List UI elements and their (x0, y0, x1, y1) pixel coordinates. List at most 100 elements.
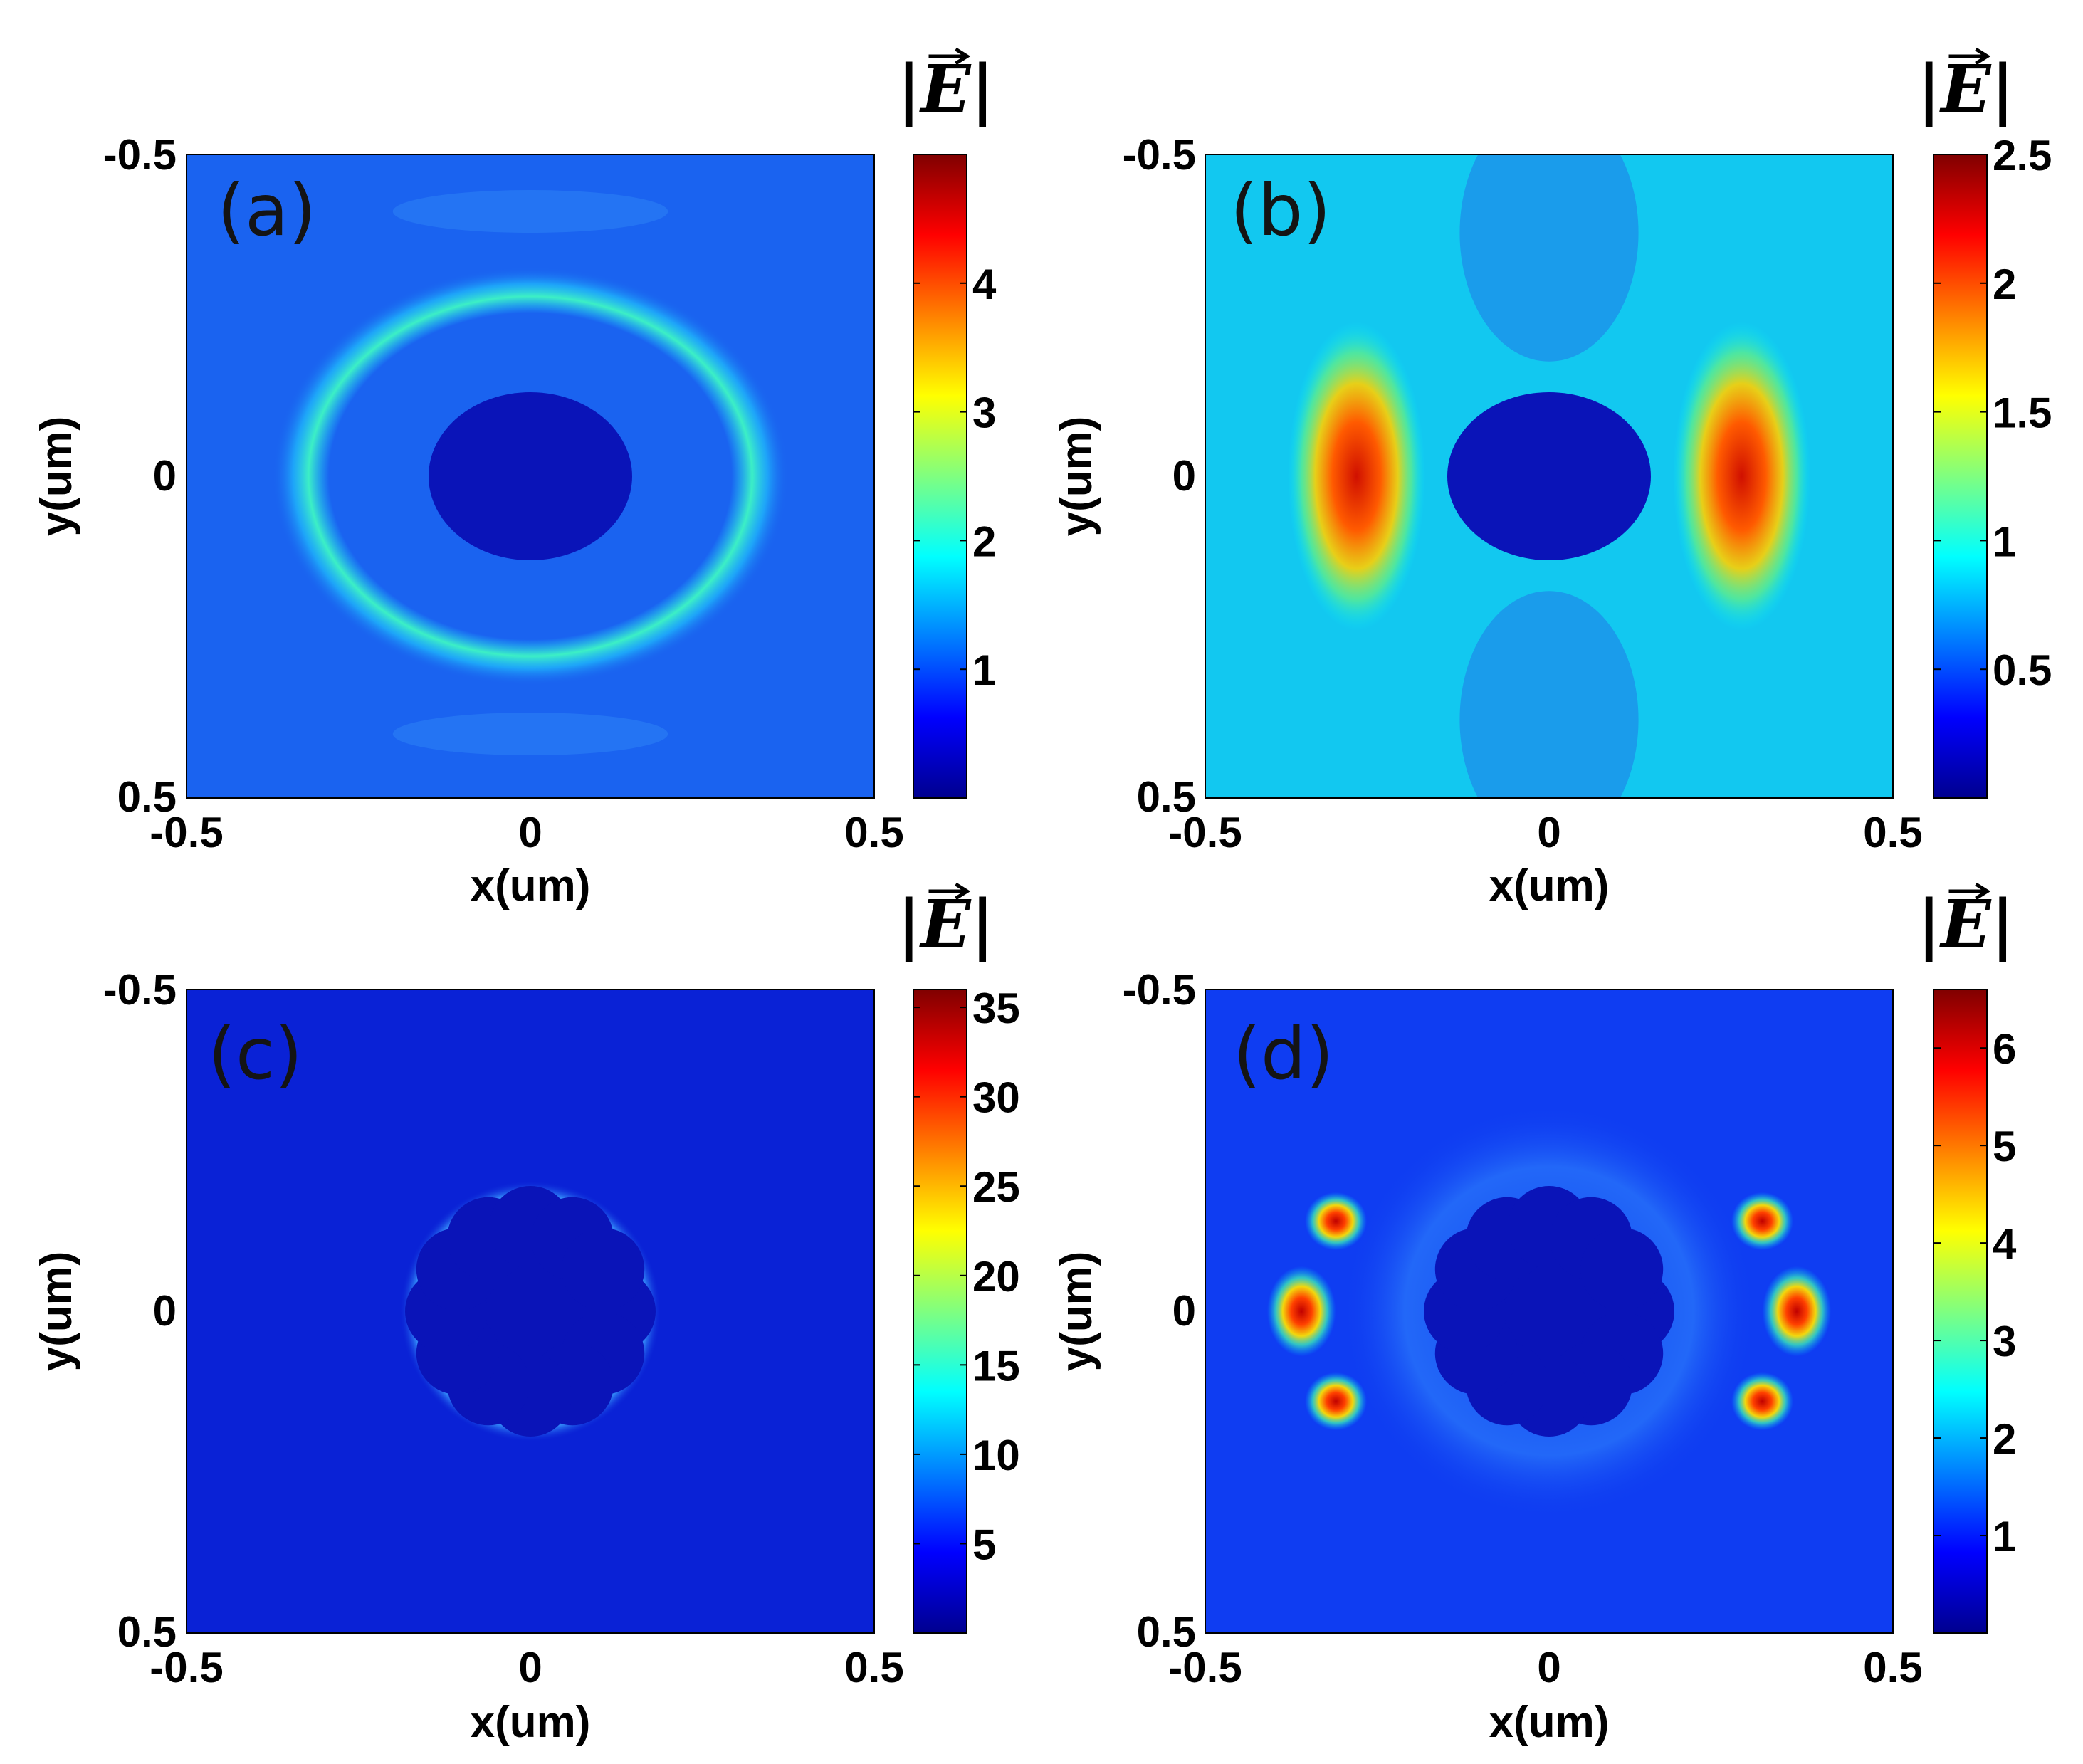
panel-c-xtick-left: -0.5 (149, 1644, 223, 1691)
colorbar-tick-label: 25 (972, 1163, 1020, 1211)
panel-b-colorbar: 0.5 1 1.5 2 2.5 |E| (1917, 47, 2052, 799)
particle (429, 392, 632, 560)
hotspot-left (1287, 322, 1426, 631)
panel-a-frame (186, 154, 875, 799)
panel-c-label: (c) (208, 1012, 303, 1096)
colorbar-tick-label: 10 (972, 1432, 1020, 1479)
panel-a-xtick-mid: 0 (518, 809, 542, 856)
hotspot (1731, 1192, 1793, 1251)
colorbar-tick-label: 6 (1993, 1025, 2016, 1073)
panel-b-field (1205, 154, 1893, 798)
panel-d-frame (1205, 989, 1894, 1634)
field-shadow (1459, 154, 1639, 362)
vector-arrowhead-icon (1975, 47, 1991, 65)
panel-d-field (1205, 989, 1893, 1633)
colorbar-tick-label: 2 (972, 518, 996, 565)
colorbar-tick-label: 1 (1993, 1513, 2016, 1560)
panel-b-xtick-mid: 0 (1537, 809, 1560, 856)
colorbar-tick-label: 4 (972, 261, 997, 308)
field-band (392, 713, 668, 755)
panel-b-label: (b) (1230, 169, 1331, 252)
panel-b-xtick-left: -0.5 (1168, 809, 1242, 856)
panel-c-ytick-top: -0.5 (103, 966, 177, 1014)
panel-b-ytick-top: -0.5 (1123, 131, 1196, 179)
panel-c-xtick-mid: 0 (518, 1644, 542, 1691)
panel-a-colorbar: 1 2 3 4 |E| (897, 47, 997, 799)
colorbar-tick-label: 2 (1993, 261, 2016, 308)
panel-c-ytick-mid: 0 (153, 1287, 177, 1335)
colorbar-tick-label: 35 (972, 985, 1020, 1032)
panel-c-colorbar: 5 10 15 20 25 30 35 |E| (897, 882, 1020, 1634)
panel-b-ytick-bot: 0.5 (1137, 773, 1196, 821)
panel-a-field (187, 154, 874, 798)
panel-b-ylabel: y(um) (1052, 416, 1101, 537)
panel-a-ylabel: y(um) (32, 416, 81, 537)
colorbar-tick-label: 1 (1993, 518, 2016, 565)
particle-lobe (1580, 1228, 1664, 1311)
colorbar-gradient (913, 154, 967, 799)
colorbar-gradient (1933, 989, 1988, 1634)
vector-arrowhead-icon (955, 882, 971, 901)
colorbar-gradient (1933, 154, 1988, 799)
hotspot (1305, 1192, 1368, 1251)
hotspot (1266, 1266, 1336, 1357)
panel-d-ytick-mid: 0 (1172, 1287, 1196, 1335)
colorbar-tick-label: 5 (972, 1521, 996, 1568)
panel-a-label: (a) (217, 169, 316, 252)
hotspot (1305, 1372, 1368, 1431)
hotspot-right (1672, 322, 1811, 631)
panel-c-ylabel: y(um) (32, 1251, 81, 1372)
colorbar-tick-label: 3 (1993, 1318, 2016, 1365)
panel-c-xlabel: x(um) (471, 1698, 591, 1747)
panel-b-frame (1205, 154, 1894, 799)
colorbar-tick-label: 5 (1993, 1123, 2016, 1170)
panel-d-xlabel: x(um) (1489, 1698, 1610, 1747)
panel-c-frame (186, 989, 875, 1634)
panel-d: (d) -0.5 0 0.5 -0.5 0 0.5 x(um) y(um) 1 2… (1052, 882, 2017, 1747)
colorbar-title: |E| (1917, 51, 2015, 127)
field-band (392, 190, 668, 233)
panel-b-xlabel: x(um) (1489, 861, 1610, 910)
colorbar-tick-label: 3 (972, 389, 996, 437)
panel-a-ytick-top: -0.5 (103, 131, 177, 179)
panel-d-ytick-top: -0.5 (1123, 966, 1196, 1014)
particle (1447, 392, 1651, 560)
panel-b-xtick-right: 0.5 (1863, 809, 1922, 856)
hotspot (1731, 1372, 1793, 1431)
colorbar-tick-label: 20 (972, 1253, 1020, 1301)
colorbar-tick-label: 15 (972, 1342, 1020, 1390)
panel-d-label: (d) (1233, 1012, 1334, 1096)
colorbar-title: |E| (897, 886, 995, 962)
panel-d-ytick-bot: 0.5 (1137, 1608, 1196, 1656)
panel-b: (b) -0.5 0 0.5 -0.5 0 0.5 x(um) y(um) 0.… (1052, 47, 2052, 910)
panel-a-xtick-left: -0.5 (149, 809, 223, 856)
colorbar-tick-label: 1 (972, 646, 996, 694)
field-shadow (1459, 591, 1639, 798)
colorbar-title: |E| (897, 51, 995, 127)
vector-arrowhead-icon (1975, 882, 1991, 901)
colorbar-tick-label: 2 (1993, 1415, 2016, 1463)
panel-d-xtick-right: 0.5 (1863, 1644, 1922, 1691)
panel-d-xtick-mid: 0 (1537, 1644, 1560, 1691)
panel-a-xtick-right: 0.5 (844, 809, 903, 856)
panel-a-xlabel: x(um) (471, 861, 591, 910)
colorbar-title: |E| (1917, 886, 2015, 962)
colorbar-tick-label: 30 (972, 1074, 1020, 1122)
panel-c-field (187, 989, 874, 1633)
panel-d-xtick-left: -0.5 (1168, 1644, 1242, 1691)
colorbar-tick-label: 4 (1993, 1220, 2017, 1268)
colorbar-tick-label: 1.5 (1993, 389, 2052, 437)
particle-lobe (562, 1228, 645, 1311)
colorbar-tick-label: 0.5 (1993, 646, 2052, 694)
hotspot (1762, 1266, 1832, 1357)
panel-c-xtick-right: 0.5 (844, 1644, 903, 1691)
colorbar-gradient (913, 989, 967, 1634)
panel-c: (c) -0.5 0 0.5 -0.5 0 0.5 x(um) y(um) 5 1… (32, 882, 1020, 1747)
panel-b-ytick-mid: 0 (1172, 452, 1196, 500)
panel-a-ytick-bot: 0.5 (117, 773, 177, 821)
panel-a-ytick-mid: 0 (153, 452, 177, 500)
colorbar-tick-label: 2.5 (1993, 132, 2052, 179)
panel-a: (a) -0.5 0 0.5 -0.5 0 0.5 x(um) y(um) 1 2… (32, 47, 997, 910)
vector-arrowhead-icon (955, 47, 971, 65)
